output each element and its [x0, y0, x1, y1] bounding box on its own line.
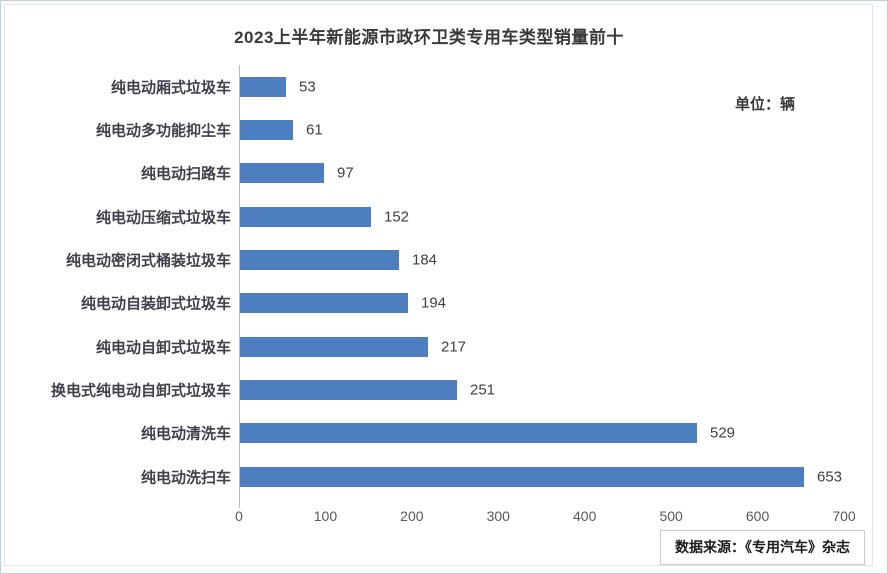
value-label: 251 [470, 381, 496, 399]
bar-row: 纯电动洗扫车 653 [1, 455, 887, 498]
value-label: 53 [299, 78, 316, 95]
category-label: 纯电动洗扫车 [140, 469, 231, 487]
value-label: 217 [441, 338, 467, 356]
bar-row: 换电式纯电动自卸式垃圾车 251 [1, 368, 887, 411]
bar-row: 纯电动清洗车 529 [1, 412, 887, 455]
category-label: 纯电动多功能抑尘车 [95, 122, 231, 140]
value-label: 529 [710, 424, 736, 442]
category-label: 纯电动清洗车 [140, 425, 231, 443]
value-label: 152 [384, 208, 410, 226]
bar [240, 163, 324, 184]
bar-row: 纯电动自卸式垃圾车 217 [1, 325, 887, 368]
value-label: 61 [306, 121, 323, 139]
bar-row: 纯电动密闭式桶装垃圾车 184 [1, 238, 887, 281]
bar [240, 466, 804, 487]
category-label: 纯电动自装卸式垃圾车 [80, 295, 231, 313]
bar [240, 336, 428, 357]
value-label: 653 [817, 468, 843, 486]
bar-row: 纯电动厢式垃圾车 53 [1, 65, 887, 108]
x-tick-label: 700 [832, 508, 856, 524]
x-tick-label: 100 [313, 508, 338, 524]
x-tick-label: 0 [235, 508, 243, 524]
bar-row: 纯电动压缩式垃圾车 152 [1, 195, 887, 238]
bar [240, 249, 399, 270]
category-label: 纯电动厢式垃圾车 [110, 79, 231, 96]
bar [240, 423, 697, 444]
category-label: 纯电动自卸式垃圾车 [95, 339, 231, 357]
bar [240, 76, 286, 97]
x-tick-label: 300 [486, 508, 510, 524]
x-tick-label: 600 [745, 508, 770, 524]
bar-row: 纯电动扫路车 97 [1, 152, 887, 195]
bar-row: 纯电动多功能抑尘车 61 [1, 108, 887, 151]
value-label: 194 [421, 294, 447, 312]
data-source-note: 数据来源：《专用汽车》杂志 [660, 530, 865, 565]
bar [240, 293, 408, 314]
value-label: 97 [337, 164, 354, 182]
value-label: 184 [412, 251, 438, 269]
bar [240, 206, 371, 227]
x-tick-label: 500 [659, 508, 683, 524]
category-label: 纯电动压缩式垃圾车 [95, 209, 231, 227]
unit-label: 单位：辆 [734, 96, 795, 113]
bar [240, 379, 457, 400]
category-label: 换电式纯电动自卸式垃圾车 [50, 382, 231, 400]
category-label: 纯电动密闭式桶装垃圾车 [65, 252, 231, 270]
category-label: 纯电动扫路车 [140, 165, 231, 183]
axis-zero-tick [239, 503, 240, 508]
x-tick-label: 400 [573, 508, 597, 524]
bar-row: 纯电动自装卸式垃圾车 194 [1, 282, 887, 325]
chart-title: 2023上半年新能源市政环卫类专用车类型销量前十 [234, 28, 624, 47]
x-tick-label: 200 [400, 508, 424, 524]
y-axis-line [239, 65, 240, 503]
bar [240, 119, 293, 140]
